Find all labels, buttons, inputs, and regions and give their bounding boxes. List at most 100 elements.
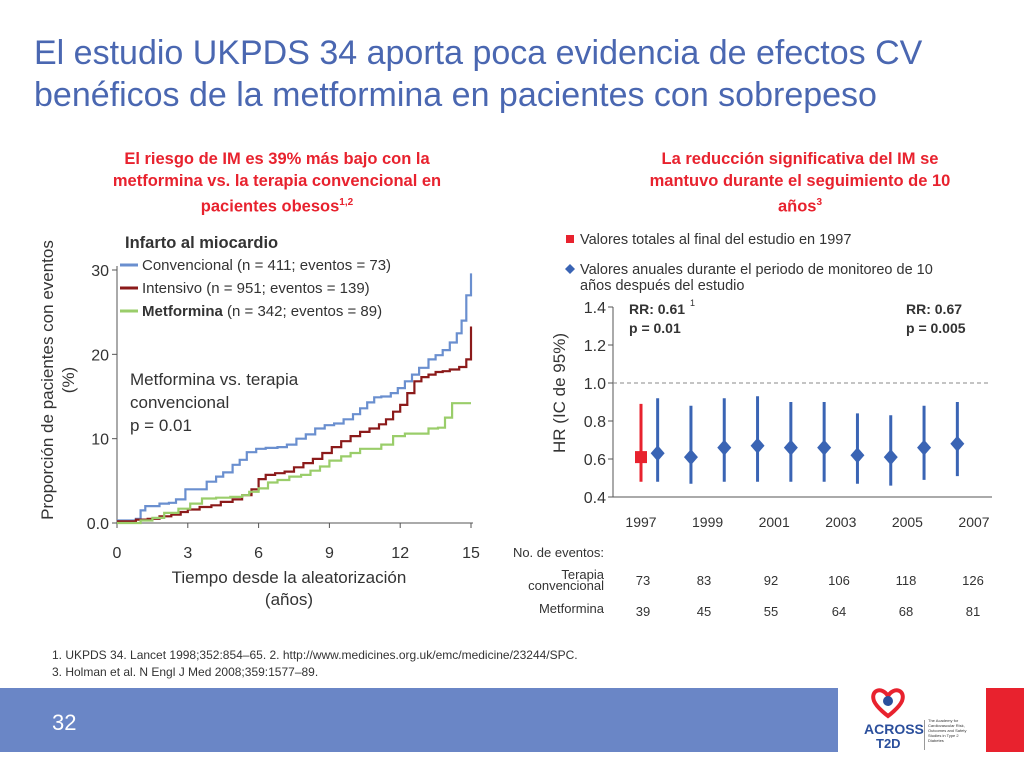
right-subheading-line-1: La reducción significativa del IM se bbox=[661, 150, 939, 168]
events-cell-conventional: 106 bbox=[828, 573, 850, 588]
hr-annual-point-3 bbox=[717, 439, 732, 456]
hr-chart: Valores totales al final del estudio en … bbox=[513, 232, 992, 619]
hr-x-tick-label: 2003 bbox=[825, 514, 856, 530]
hr-annual-point-1 bbox=[650, 445, 665, 462]
hr-x-tick-label: 1997 bbox=[625, 514, 656, 530]
km-y-tick-label: 20 bbox=[91, 347, 109, 364]
hr-y-axis-title: HR (IC de 95%) bbox=[550, 333, 569, 453]
hr-annual-point-7 bbox=[850, 447, 865, 464]
km-annotation-line-1: Metformina vs. terapia bbox=[130, 370, 299, 389]
km-x-tick-label: 12 bbox=[391, 545, 409, 562]
hr-y-tick-label: 1.4 bbox=[584, 300, 606, 317]
right-subheading-sup: 3 bbox=[816, 197, 823, 208]
km-legend-label-2: Intensivo (n = 951; eventos = 139) bbox=[142, 280, 370, 297]
km-x-tick-label: 9 bbox=[325, 545, 334, 562]
left-subheading-line-2: metformina vs. la terapia convencional e… bbox=[112, 172, 442, 190]
left-subheading: El riesgo de IM es 39% más bajo con la m… bbox=[62, 148, 492, 218]
km-x-tick-label: 3 bbox=[183, 545, 192, 562]
km-series-line-2 bbox=[117, 326, 473, 523]
hr-annotation-left-line-2: p = 0.01 bbox=[629, 320, 681, 336]
hr-legend-diamond-icon bbox=[565, 264, 575, 274]
events-cell-conventional: 83 bbox=[697, 573, 711, 588]
km-legend-label-text: Convencional (n = 411; eventos = 73) bbox=[142, 257, 391, 274]
hr-annual-point-9 bbox=[917, 439, 932, 456]
reference-line-2: 3. Holman et al. N Engl J Med 2008;359:1… bbox=[52, 665, 319, 679]
slide-title-line-2: benéficos de la metformina en pacientes … bbox=[34, 76, 877, 114]
hr-annotation-left-sup: 1 bbox=[690, 298, 695, 308]
km-y-tick-label: 0.0 bbox=[87, 516, 109, 533]
events-cell-metformin: 81 bbox=[966, 604, 980, 619]
km-axes: 0.0 10 20 30 0 3 6 9 12 15 bbox=[87, 263, 480, 562]
km-annotation: Metformina vs. terapia convencional p = 0.… bbox=[130, 370, 299, 435]
right-subheading-line-2: mantuvo durante el seguimiento de 10 bbox=[649, 172, 951, 190]
right-subheading: La reducción significativa del IM se man… bbox=[590, 148, 1010, 218]
km-series-line-3 bbox=[117, 402, 471, 525]
km-y-axis-title-line-2: (%) bbox=[59, 367, 78, 393]
km-x-axis-title-line-2: (años) bbox=[265, 590, 313, 609]
hr-x-tick-label: 2001 bbox=[759, 514, 790, 530]
hr-legend-label-1: Valores totales al final del estudio en … bbox=[580, 232, 851, 248]
logo-heart-icon bbox=[871, 688, 905, 719]
events-cell-conventional: 73 bbox=[636, 573, 650, 588]
hr-annual-point-10 bbox=[950, 435, 965, 452]
hr-axes: 0.4 0.6 0.8 1.0 1.2 1.4 1997 1999 2001 2003 2005 20… bbox=[584, 300, 992, 530]
hr-annotation-left-line-1: RR: 0.61 bbox=[629, 301, 685, 317]
km-series bbox=[117, 273, 473, 525]
hr-y-tick-label: 1.2 bbox=[584, 338, 606, 355]
events-row-label-1-line-2: convencional bbox=[528, 578, 604, 593]
hr-legend-label-2-line-2: años después del estudio bbox=[580, 278, 744, 294]
events-cell-metformin: 55 bbox=[764, 604, 778, 619]
hr-annual-point-5 bbox=[783, 439, 798, 456]
left-subheading-line-3-text: pacientes obesos bbox=[200, 197, 340, 216]
hr-annual-point-6 bbox=[817, 439, 832, 456]
events-cell-conventional: 126 bbox=[962, 573, 984, 588]
hr-marks bbox=[635, 396, 965, 486]
hr-x-tick-label: 1999 bbox=[692, 514, 723, 530]
left-subheading-line-1: El riesgo de IM es 39% más bajo con la bbox=[124, 150, 430, 168]
hr-overall-point bbox=[635, 451, 647, 464]
hr-legend-label-2-line-1: Valores anuales durante el periodo de mo… bbox=[580, 262, 933, 278]
events-cell-metformin: 64 bbox=[832, 604, 846, 619]
km-chart-title: Infarto al miocardio bbox=[125, 234, 278, 252]
hr-annual-point-4 bbox=[750, 437, 765, 454]
km-y-axis-title: Proporción de pacientes con eventos (%) bbox=[38, 240, 78, 520]
logo-tagline: The Academy for Cardiovascular Risk, Out… bbox=[928, 718, 967, 743]
hr-annotation-right-line-2: p = 0.005 bbox=[906, 320, 966, 336]
hr-annotation-right-line-1: RR: 0.67 bbox=[906, 301, 962, 317]
hr-y-tick-label: 1.0 bbox=[584, 376, 606, 393]
hr-annual-point-8 bbox=[883, 449, 898, 466]
km-x-tick-label: 0 bbox=[113, 545, 122, 562]
events-row-label-2: Metformina bbox=[539, 601, 605, 616]
km-chart: Proporción de pacientes con eventos (%) … bbox=[38, 234, 480, 609]
km-x-axis-title-line-1: Tiempo desde la aleatorización bbox=[172, 568, 407, 587]
events-cell-metformin: 68 bbox=[899, 604, 913, 619]
events-cell-metformin: 45 bbox=[697, 604, 711, 619]
km-y-axis-title-line-1: Proporción de pacientes con eventos bbox=[38, 240, 57, 520]
hr-x-tick-label: 2005 bbox=[892, 514, 923, 530]
reference-line-1: 1. UKPDS 34. Lancet 1998;352:854–65. 2. … bbox=[52, 648, 578, 662]
km-legend-label-text: (n = 342; eventos = 89) bbox=[223, 303, 382, 320]
logo-text: ACROSS bbox=[864, 721, 924, 737]
km-legend: Convencional (n = 411; eventos = 73) Inte… bbox=[120, 257, 391, 320]
hr-y-tick-label: 0.4 bbox=[584, 490, 606, 507]
slide-title-line-1: El estudio UKPDS 34 aporta poca evidenci… bbox=[34, 34, 923, 72]
events-row-label-1-line-1: Terapia bbox=[561, 567, 604, 582]
hr-legend: Valores totales al final del estudio en … bbox=[565, 232, 933, 294]
hr-y-tick-label: 0.6 bbox=[584, 452, 606, 469]
hr-y-tick-label: 0.8 bbox=[584, 414, 606, 431]
km-y-tick-label: 10 bbox=[91, 432, 109, 449]
left-subheading-line-3: pacientes obesos1,2 bbox=[62, 192, 492, 218]
events-cell-conventional: 92 bbox=[764, 573, 778, 588]
events-cell-conventional: 118 bbox=[896, 573, 917, 588]
km-legend-label-3: Metformina (n = 342; eventos = 89) bbox=[142, 303, 382, 320]
hr-annotations: RR: 0.61 1 p = 0.01 RR: 0.67 p = 0.005 bbox=[629, 298, 966, 336]
events-header: No. de eventos: bbox=[513, 545, 604, 560]
right-subheading-line-3: años3 bbox=[590, 192, 1010, 218]
km-series-line-1 bbox=[117, 273, 473, 522]
km-annotation-line-3: p = 0.01 bbox=[130, 416, 192, 435]
slide-title: El estudio UKPDS 34 aporta poca evidenci… bbox=[34, 32, 994, 116]
footer-bar bbox=[0, 688, 838, 752]
across-t2d-logo: ACROSS T2D The Academy for Cardiovascula… bbox=[864, 688, 967, 751]
km-x-tick-label: 15 bbox=[462, 545, 480, 562]
